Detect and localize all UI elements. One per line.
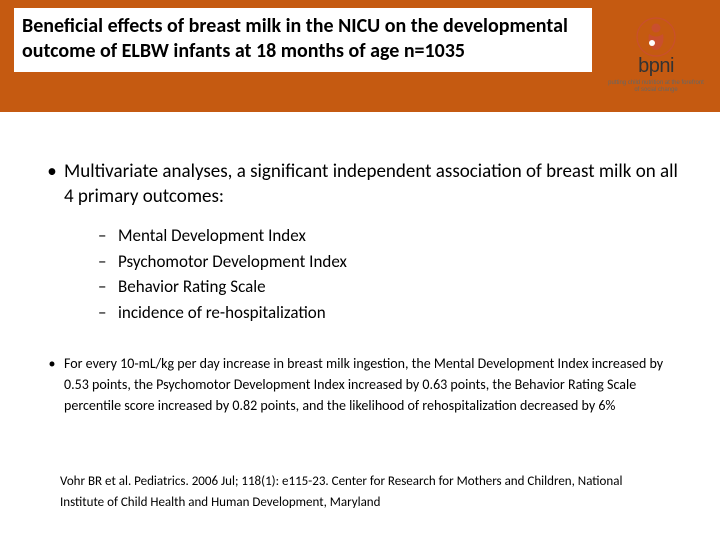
bullet-second: • For every 10-mL/kg per day increase in… — [40, 353, 680, 416]
slide-title: Beneficial effects of breast milk in the… — [22, 14, 584, 64]
bullet-main: • Multivariate analyses, a significant i… — [40, 160, 680, 209]
dash-icon: – — [98, 223, 118, 249]
list-item: – Psychomotor Development Index — [98, 249, 680, 275]
bpni-logo: bpni putting child nutrition at the fore… — [606, 6, 706, 104]
bullet-dot-icon: • — [40, 353, 64, 416]
list-item: – Mental Development Index — [98, 223, 680, 249]
logo-figure-icon — [635, 17, 677, 57]
content-area: • Multivariate analyses, a significant i… — [40, 160, 680, 416]
title-box: Beneficial effects of breast milk in the… — [14, 8, 592, 72]
logo-word: bpni — [638, 55, 674, 78]
subitem-text: incidence of re-hospitalization — [118, 300, 326, 326]
subitem-text: Mental Development Index — [118, 223, 306, 249]
subitem-text: Psychomotor Development Index — [118, 249, 347, 275]
citation: Vohr BR et al. Pediatrics. 2006 Jul; 118… — [60, 472, 660, 514]
dash-icon: – — [98, 249, 118, 275]
slide: Beneficial effects of breast milk in the… — [0, 0, 720, 540]
dash-icon: – — [98, 274, 118, 300]
dash-icon: – — [98, 300, 118, 326]
bullet-second-text: For every 10-mL/kg per day increase in b… — [64, 353, 680, 416]
bullet-main-text: Multivariate analyses, a significant ind… — [64, 160, 680, 209]
logo-tagline: putting child nutrition at the forefront… — [606, 80, 706, 93]
subitem-text: Behavior Rating Scale — [118, 274, 266, 300]
bullet-dot-icon: • — [40, 160, 64, 209]
sublist: – Mental Development Index – Psychomotor… — [98, 223, 680, 325]
list-item: – incidence of re-hospitalization — [98, 300, 680, 326]
list-item: – Behavior Rating Scale — [98, 274, 680, 300]
